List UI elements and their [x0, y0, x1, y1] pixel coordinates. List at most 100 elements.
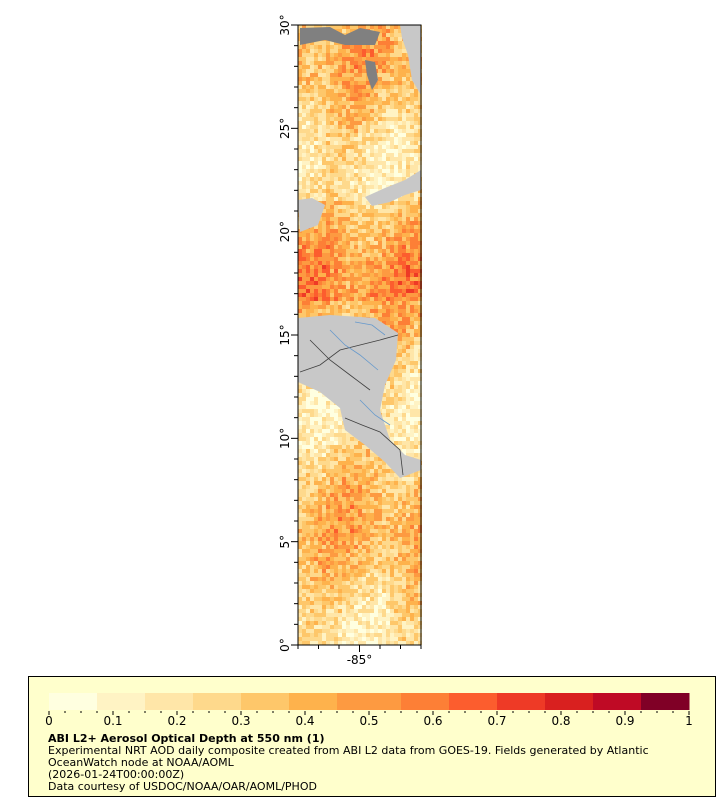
aod-cell: [322, 453, 326, 457]
aod-cell: [382, 269, 386, 273]
aod-cell: [298, 133, 302, 137]
aod-cell: [362, 577, 366, 581]
aod-cell: [350, 561, 354, 565]
aod-cell: [398, 549, 402, 553]
aod-cell: [326, 509, 330, 513]
aod-cell: [338, 93, 342, 97]
aod-cell: [370, 205, 374, 209]
aod-cell: [414, 633, 418, 637]
aod-cell: [306, 409, 310, 413]
aod-cell: [386, 553, 390, 557]
aod-cell: [370, 165, 374, 169]
aod-cell: [398, 329, 402, 333]
lon-axis: -85°: [297, 645, 422, 667]
aod-cell: [370, 621, 374, 625]
aod-cell: [390, 381, 394, 385]
aod-cell: [378, 117, 382, 121]
aod-cell: [386, 77, 390, 81]
aod-cell: [330, 293, 334, 297]
aod-cell: [378, 465, 382, 469]
aod-cell: [322, 625, 326, 629]
aod-cell: [358, 73, 362, 77]
aod-cell: [362, 85, 366, 89]
aod-cell: [390, 545, 394, 549]
aod-cell: [402, 293, 406, 297]
aod-cell: [398, 325, 402, 329]
aod-cell: [354, 149, 358, 153]
aod-cell: [318, 245, 322, 249]
aod-cell: [402, 553, 406, 557]
aod-cell: [386, 249, 390, 253]
aod-cell: [346, 617, 350, 621]
aod-cell: [358, 629, 362, 633]
aod-cell: [390, 293, 394, 297]
aod-cell: [318, 545, 322, 549]
colorbar-swatch: [657, 693, 674, 710]
aod-cell: [374, 601, 378, 605]
aod-cell: [330, 65, 334, 69]
aod-cell: [314, 473, 318, 477]
aod-cell: [306, 417, 310, 421]
aod-cell: [414, 153, 418, 157]
aod-cell: [302, 513, 306, 517]
colorbar-swatch: [337, 693, 354, 710]
aod-cell: [406, 313, 410, 317]
aod-cell: [322, 25, 326, 29]
aod-cell: [410, 165, 414, 169]
aod-cell: [330, 209, 334, 213]
aod-cell: [302, 265, 306, 269]
aod-cell: [302, 505, 306, 509]
aod-cell: [370, 457, 374, 461]
aod-cell: [378, 529, 382, 533]
aod-cell: [350, 485, 354, 489]
aod-cell: [334, 161, 338, 165]
aod-cell: [402, 425, 406, 429]
aod-cell: [382, 81, 386, 85]
aod-cell: [310, 617, 314, 621]
aod-cell: [414, 137, 418, 141]
aod-cell: [314, 269, 318, 273]
aod-cell: [302, 165, 306, 169]
aod-cell: [354, 593, 358, 597]
aod-cell: [306, 413, 310, 417]
aod-cell: [418, 165, 422, 169]
aod-cell: [386, 261, 390, 265]
aod-cell: [350, 513, 354, 517]
aod-cell: [302, 633, 306, 637]
aod-cell: [390, 557, 394, 561]
aod-cell: [342, 605, 346, 609]
aod-cell: [342, 137, 346, 141]
aod-cell: [310, 229, 314, 233]
aod-cell: [362, 501, 366, 505]
aod-cell: [358, 273, 362, 277]
aod-cell: [410, 541, 414, 545]
aod-cell: [322, 521, 326, 525]
aod-cell: [330, 253, 334, 257]
aod-cell: [354, 225, 358, 229]
aod-cell: [418, 305, 422, 309]
aod-cell: [354, 541, 358, 545]
cuba-land: [365, 170, 421, 206]
aod-cell: [414, 165, 418, 169]
aod-cell: [394, 117, 398, 121]
aod-cell: [302, 181, 306, 185]
aod-cell: [410, 105, 414, 109]
aod-cell: [338, 477, 342, 481]
aod-cell: [386, 597, 390, 601]
aod-cell: [390, 429, 394, 433]
aod-cell: [338, 445, 342, 449]
aod-cell: [310, 169, 314, 173]
aod-cell: [342, 525, 346, 529]
aod-cell: [398, 221, 402, 225]
aod-cell: [390, 321, 394, 325]
aod-cell: [346, 257, 350, 261]
aod-cell: [374, 105, 378, 109]
aod-cell: [386, 321, 390, 325]
aod-cell: [314, 133, 318, 137]
aod-cell: [398, 137, 402, 141]
aod-cell: [370, 465, 374, 469]
aod-cell: [314, 577, 318, 581]
aod-cell: [374, 89, 378, 93]
aod-cell: [342, 477, 346, 481]
aod-cell: [370, 305, 374, 309]
